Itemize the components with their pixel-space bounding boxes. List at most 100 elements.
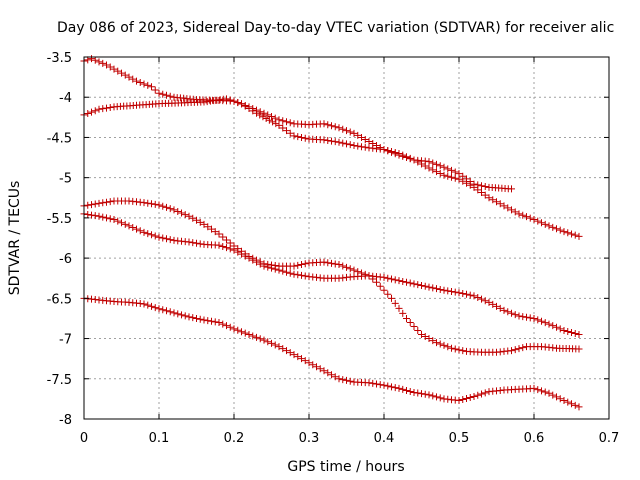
data-point-marker [309,361,317,369]
data-point-marker [395,304,403,312]
chart-title: Day 086 of 2023, Sidereal Day-to-day VTE… [57,20,614,36]
data-point-marker [196,240,204,248]
data-point-marker [538,317,545,325]
x-tick-label: 0 [80,431,88,446]
data-point-marker [328,137,335,145]
data-point-marker [391,149,399,157]
data-point-marker [331,260,339,268]
data-point-marker [534,316,542,324]
data-point-marker [264,111,272,119]
data-point-marker [406,154,414,162]
data-point-marker [328,371,335,379]
data-point-marker [568,329,575,337]
data-point-marker [496,200,504,208]
data-point-marker [193,216,200,224]
data-point-marker [380,286,388,294]
data-point-marker [301,260,309,268]
data-point-marker [575,232,583,240]
data-point-marker [560,327,568,335]
data-point-marker [245,254,253,262]
data-point-marker [331,373,339,381]
data-point-marker [268,264,275,272]
data-point-marker [350,129,358,137]
data-point-marker [298,271,305,279]
data-point-marker [294,261,302,269]
data-point-marker [455,175,463,183]
y-tick-label: -7 [59,333,72,348]
data-point-marker [410,156,418,164]
data-point-marker [230,97,238,105]
data-point-marker [433,168,440,176]
data-point-marker [99,105,107,113]
data-point-marker [335,261,343,269]
data-point-marker [421,333,429,341]
data-point-marker [110,215,118,223]
data-point-marker [436,169,444,177]
data-point-marker [320,258,328,266]
data-point-marker [384,382,392,390]
data-point-marker [346,377,354,385]
data-point-marker [523,213,530,221]
data-point-marker [178,311,185,319]
data-point-marker [425,158,433,166]
data-point-marker [451,288,459,296]
x-tick-label: 0.1 [149,431,170,446]
data-point-marker [339,376,347,384]
data-point-marker [204,223,212,231]
data-point-marker [230,246,238,254]
data-point-marker [163,91,170,99]
data-point-marker [335,124,343,132]
data-point-marker [159,202,167,210]
x-axis-label: GPS time / hours [287,459,404,475]
data-point-marker [538,387,545,395]
data-point-marker [189,239,197,247]
data-point-marker [395,150,403,158]
data-point-marker [485,194,493,202]
data-point-marker [455,396,463,404]
series-track-5 [80,294,583,411]
data-point-marker [440,171,448,179]
data-point-marker [129,75,137,83]
data-point-marker [170,309,178,317]
data-point-marker [436,340,444,348]
data-point-marker [223,95,230,103]
data-point-marker [478,390,485,398]
data-point-marker [219,242,227,250]
data-point-marker [395,277,403,285]
data-point-marker [249,107,257,115]
data-point-marker [103,104,110,112]
series-track-4 [80,210,583,339]
data-point-marker [155,89,163,97]
data-point-marker [283,268,290,276]
data-point-marker [249,332,257,340]
x-tick-label: 0.4 [374,431,395,446]
data-point-marker [346,265,354,273]
data-point-marker [474,391,482,399]
data-point-marker [331,123,339,131]
data-point-marker [444,287,452,295]
data-point-marker [545,222,553,230]
grid-lines [84,57,609,419]
y-tick-label: -3.5 [47,51,72,66]
data-point-marker [403,386,410,394]
data-point-marker [433,393,440,401]
data-point-marker [414,158,422,166]
data-point-marker [429,337,437,345]
data-point-marker [444,165,452,173]
data-point-marker [286,119,294,127]
data-point-marker [298,261,305,269]
data-point-marker [410,388,418,396]
data-point-marker [380,146,388,154]
data-point-marker [526,314,534,322]
data-point-marker [384,274,392,282]
data-point-marker [238,250,245,258]
data-point-marker [511,208,519,216]
data-point-marker [253,109,260,117]
data-point-marker [403,314,410,322]
data-point-marker [425,391,433,399]
data-point-marker [151,200,159,208]
data-point-marker [163,307,170,315]
data-point-marker [174,310,182,318]
data-point-marker [320,367,328,375]
data-point-marker [560,228,568,236]
